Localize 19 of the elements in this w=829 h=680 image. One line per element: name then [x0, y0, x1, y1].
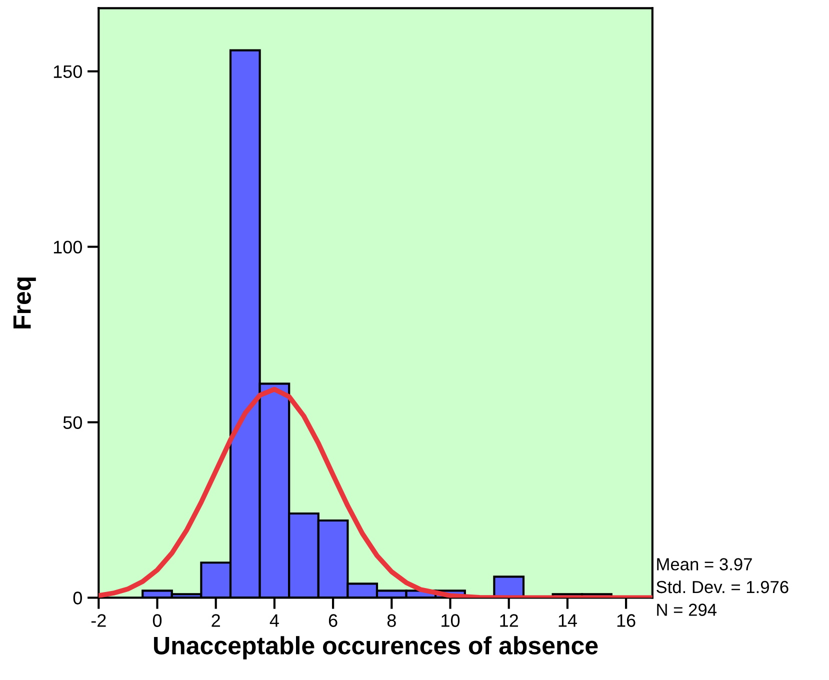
x-axis-title: Unacceptable occurences of absence — [154, 636, 598, 660]
x-tick-label: 6 — [328, 614, 338, 627]
text: Mean = 3.97 — [657, 558, 752, 570]
x-tick-label: 16 — [617, 614, 636, 627]
x-tick-label: 8 — [387, 614, 396, 627]
x-tick-label: 14 — [558, 614, 577, 627]
y-tick-label: 150 — [54, 65, 82, 78]
y-tick-label: 0 — [73, 592, 82, 604]
text: N = 294 — [657, 604, 717, 616]
x-tick-label: 2 — [212, 614, 220, 627]
text: Std. Dev. = 1.976 — [656, 580, 788, 594]
x-tick-label: -2 — [91, 614, 106, 627]
x-tick-label: 12 — [500, 614, 518, 627]
y-tick-label: 50 — [63, 416, 82, 429]
x-tick-label: 4 — [270, 614, 279, 627]
x-tick-label: 0 — [152, 614, 162, 627]
x-tick-label: 10 — [442, 614, 460, 627]
y-axis-title: Freq — [14, 278, 36, 328]
y-tick-label: 100 — [54, 240, 82, 254]
